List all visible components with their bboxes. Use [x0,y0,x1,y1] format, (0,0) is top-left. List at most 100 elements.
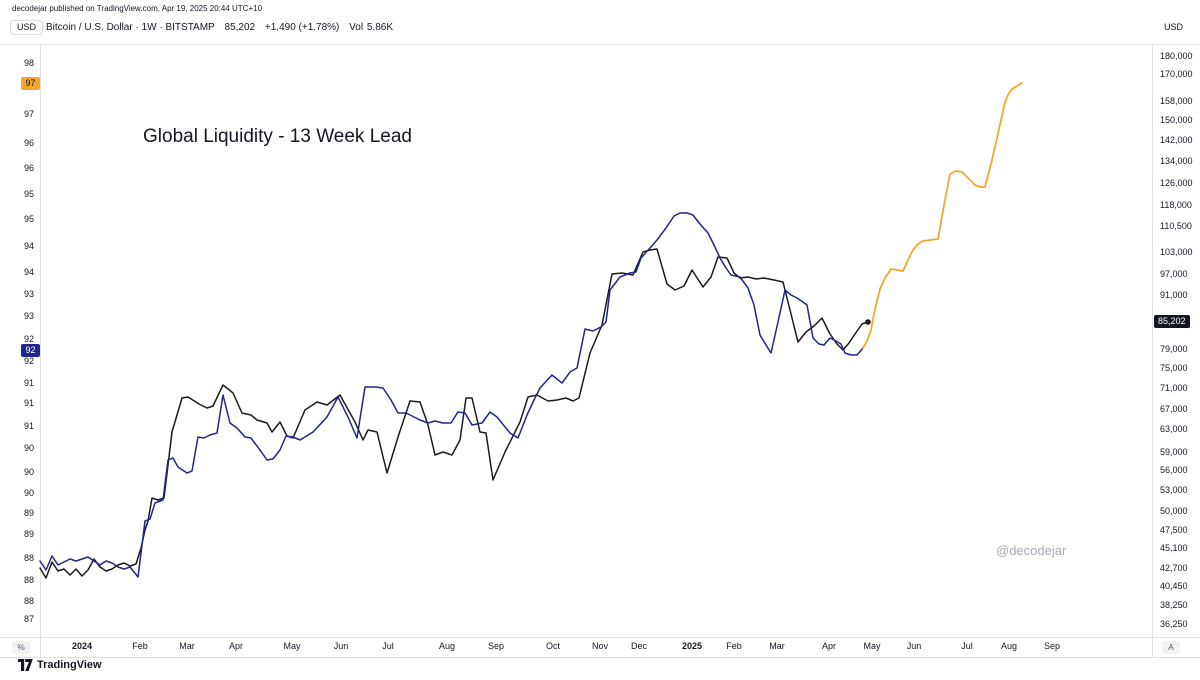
time-axis-label: Apr [228,641,244,651]
time-axis-label: Aug [1000,641,1018,651]
left-axis-price-tag: 97 [21,77,40,90]
right-axis-label: 50,000 [1160,506,1188,516]
time-axis-label: 2024 [71,641,93,651]
series-line-2 [862,82,1023,349]
header-divider [0,44,1200,45]
left-price-scale[interactable]: 98 97 96 96 95 95 94 94 93 93 92 92 91 91 91 90 90 90 89 89… [0,44,40,637]
left-axis-label: 89 [23,508,34,518]
left-axis-label: 90 [23,443,34,453]
left-axis-label: 95 [23,189,34,199]
time-scale[interactable]: 2024 Feb Mar Apr May Jun Jul Aug Sep Oct Nov Dec 202… [0,637,1200,657]
left-axis-label: 92 [23,334,34,344]
right-axis-label: 126,000 [1160,178,1193,188]
left-axis-label: 88 [23,596,34,606]
time-axis-label: Aug [438,641,456,651]
right-price-scale[interactable]: 180,000 170,000 158,000 150,000 142,000 134,0… [1152,44,1200,637]
right-axis-label: 180,000 [1160,51,1193,61]
right-axis-label: 59,000 [1160,447,1188,457]
right-axis-label: 67,000 [1160,404,1188,414]
left-axis-label: 90 [23,488,34,498]
left-currency-chip[interactable]: USD [10,20,44,35]
right-axis-label: 91,000 [1160,290,1188,300]
right-axis-label: 170,000 [1160,69,1193,79]
footer-divider [0,657,1200,658]
right-axis-label: 158,000 [1160,96,1193,106]
left-axis-label: 91 [23,378,34,388]
left-scale-divider [40,44,41,657]
right-axis-label: 142,000 [1160,135,1193,145]
right-axis-label: 71,000 [1160,383,1188,393]
right-axis-label: 38,250 [1160,600,1188,610]
price-change: +1,490 (+1.78%) [264,22,340,33]
right-axis-label: 56,000 [1160,465,1188,475]
author-watermark: @decodejar [996,543,1067,558]
right-axis-label: 63,000 [1160,424,1188,434]
time-axis-label: Feb [726,641,742,651]
left-axis-label: 87 [23,614,34,624]
right-axis-label: 103,000 [1160,247,1193,257]
right-axis-label: 75,000 [1160,363,1188,373]
right-scale-divider [1152,44,1153,657]
left-axis-label: 88 [23,575,34,585]
right-axis-label: 79,000 [1160,344,1188,354]
left-axis-label: 94 [23,241,34,251]
right-axis-label: 45,100 [1160,543,1188,553]
volume-value: 5.86K [366,22,393,33]
right-axis-label: 97,000 [1160,269,1188,279]
left-axis-label: 88 [23,553,34,563]
left-axis-label: 91 [23,398,34,408]
time-axis-divider [0,637,1200,638]
right-axis-label: 134,000 [1160,156,1193,166]
left-axis-label: 96 [23,163,34,173]
time-axis-label: Jun [333,641,349,651]
left-axis-label: 94 [23,267,34,277]
right-axis-label: 47,500 [1160,525,1188,535]
left-axis-label: 93 [23,311,34,321]
symbol-title: Bitcoin / U.S. Dollar · 1W · BITSTAMP [46,22,215,33]
right-axis-label: 53,000 [1160,485,1188,495]
time-axis-label: Sep [1043,641,1061,651]
chart-header: USD Bitcoin / U.S. Dollar · 1W · BITSTAM… [0,17,1200,43]
right-axis-label: 118,000 [1160,200,1192,210]
chart-annotation-title[interactable]: Global Liquidity - 13 Week Lead [143,126,412,147]
series-line-0 [39,248,869,579]
time-axis-label: Mar [179,641,195,651]
right-axis-label: 36,250 [1160,619,1188,629]
left-axis-label: 91 [23,421,34,431]
time-axis-label: Mar [769,641,785,651]
time-axis-label: Apr [821,641,837,651]
right-axis-label: 42,700 [1160,563,1188,573]
time-axis-label: Feb [132,641,148,651]
left-axis-label: 90 [23,467,34,477]
series-line-1 [39,212,864,578]
left-axis-label: 92 [23,356,34,366]
attribution-text: decodejar published on TradingView.com, … [12,4,263,13]
left-axis-price-tag: 92 [21,344,40,357]
left-axis-label: 95 [23,214,34,224]
left-axis-label: 89 [23,529,34,539]
right-axis-label: 150,000 [1160,115,1193,125]
time-axis-label: Jun [906,641,922,651]
tradingview-icon [18,659,33,671]
tradingview-logo-link[interactable]: TradingView [18,659,102,671]
last-price-tag: 85,202 [1154,315,1190,328]
time-axis-label: Oct [545,641,561,651]
symbol-line: Bitcoin / U.S. Dollar · 1W · BITSTAMP 85… [46,22,400,33]
last-price-marker [865,319,871,325]
tradingview-wordmark: TradingView [37,659,102,671]
right-axis-label: 40,450 [1160,581,1188,591]
right-scale-auto-button[interactable]: A [1162,641,1180,654]
right-axis-label: 110,500 [1160,221,1192,231]
time-axis-label: Dec [630,641,648,651]
time-axis-label: May [863,641,881,651]
right-currency-label: USD [1164,22,1184,32]
left-axis-label: 96 [23,138,34,148]
time-axis-label: 2025 [681,641,703,651]
time-axis-label: May [283,641,301,651]
left-axis-label: 98 [23,58,34,68]
left-scale-mode-button[interactable]: % [12,641,30,654]
time-axis-label: Nov [591,641,609,651]
time-axis-label: Jul [382,641,394,651]
left-axis-label: 97 [23,109,34,119]
